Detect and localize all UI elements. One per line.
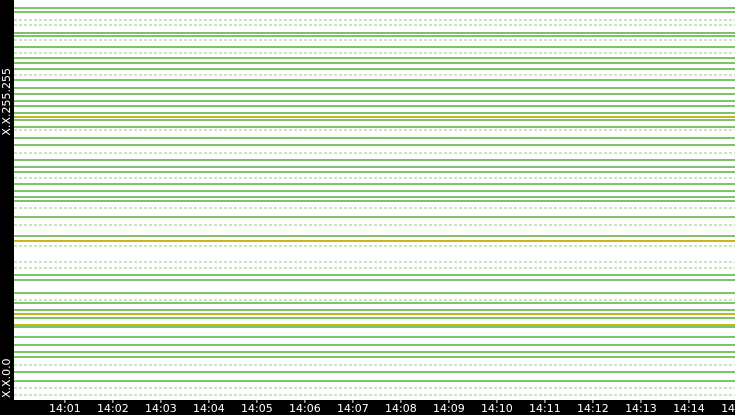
x-axis-bar <box>0 400 735 415</box>
x-tick-label: 14:10 <box>481 402 513 415</box>
x-tick-label: 14:02 <box>97 402 129 415</box>
x-tick-label: 14:04 <box>193 402 225 415</box>
x-tick-label: 14:08 <box>385 402 417 415</box>
x-tick-label: 14:05 <box>241 402 273 415</box>
x-tick-label: 14:01 <box>49 402 81 415</box>
x-tick-label: 14:14 <box>673 402 705 415</box>
y-tick-label: X.X.0.0 <box>0 358 13 398</box>
x-tick-label: 14:11 <box>529 402 561 415</box>
y-tick-label: X.X.255.255 <box>0 68 13 136</box>
x-tick-label: 14:09 <box>433 402 465 415</box>
x-tick-label: 14:03 <box>145 402 177 415</box>
x-tick-label: 14:12 <box>577 402 609 415</box>
x-tick-label: 14:13 <box>625 402 657 415</box>
x-tick-label: 14:06 <box>289 402 321 415</box>
y-axis-bar <box>0 0 14 415</box>
x-tick-label: 14:07 <box>337 402 369 415</box>
x-tick-label: 14:15 <box>721 402 735 415</box>
